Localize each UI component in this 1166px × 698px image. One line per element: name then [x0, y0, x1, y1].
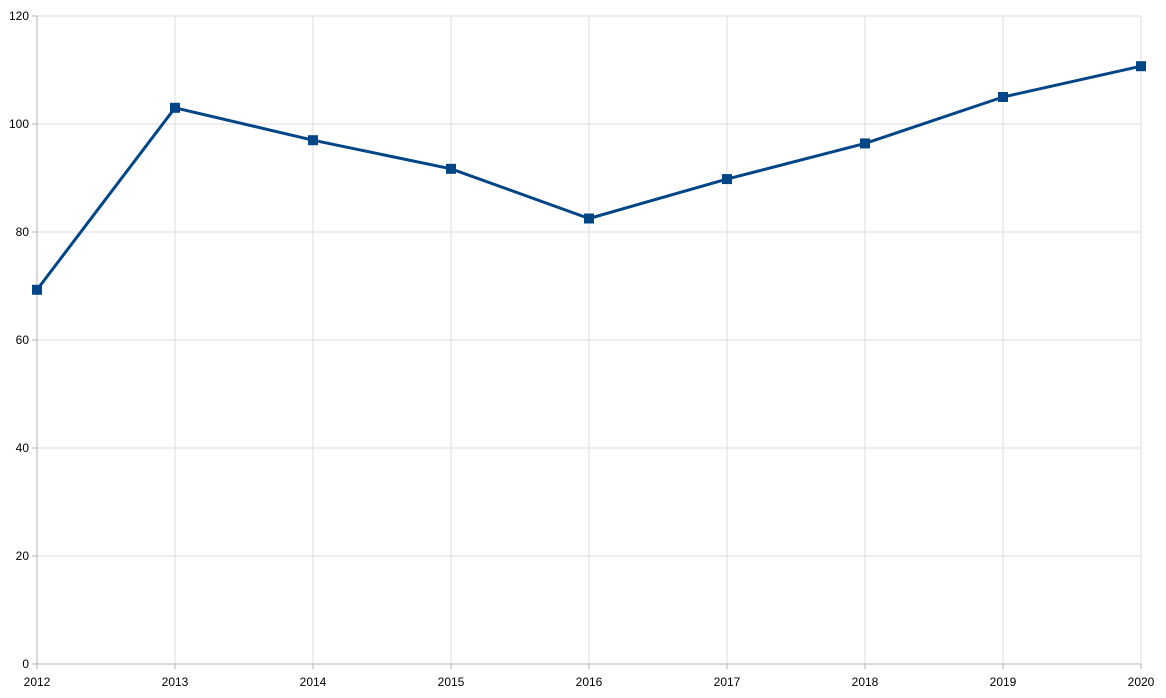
x-tick-label: 2018: [852, 675, 879, 689]
series-layer: [32, 61, 1146, 295]
y-tick-label: 80: [16, 225, 30, 239]
data-point-2014: [308, 135, 318, 146]
data-point-2018: [860, 138, 870, 149]
y-tick-label: 40: [16, 441, 30, 455]
x-tick-label: 2017: [714, 675, 741, 689]
y-tick-label: 0: [22, 657, 29, 671]
data-point-2019: [998, 92, 1008, 102]
x-tick-label: 2019: [990, 675, 1017, 689]
data-point-2015: [446, 163, 456, 174]
x-tick-label: 2016: [576, 675, 603, 689]
y-tick-label: 100: [9, 117, 29, 131]
x-tick-label: 2015: [438, 675, 465, 689]
y-tick-labels: 0 20 40 60 80 100 120: [9, 9, 29, 671]
x-tick-label: 2014: [300, 675, 327, 689]
data-point-2020: [1136, 61, 1146, 72]
data-point-2017: [722, 174, 732, 185]
x-tick-labels: 2012 2013 2014 2015 2016 2017 2018 2019 2020: [24, 675, 1155, 689]
data-point-2012: [32, 284, 42, 295]
x-tick-label: 2013: [162, 675, 189, 689]
gridlines: [36, 15, 1142, 664]
axes: [32, 15, 1142, 669]
y-tick-label: 120: [9, 9, 29, 23]
data-point-2013: [170, 102, 180, 113]
x-tick-label: 2020: [1128, 675, 1155, 689]
x-tick-label: 2012: [24, 675, 51, 689]
data-point-2016: [584, 213, 594, 224]
y-tick-label: 60: [16, 333, 30, 347]
y-tick-label: 20: [16, 549, 30, 563]
